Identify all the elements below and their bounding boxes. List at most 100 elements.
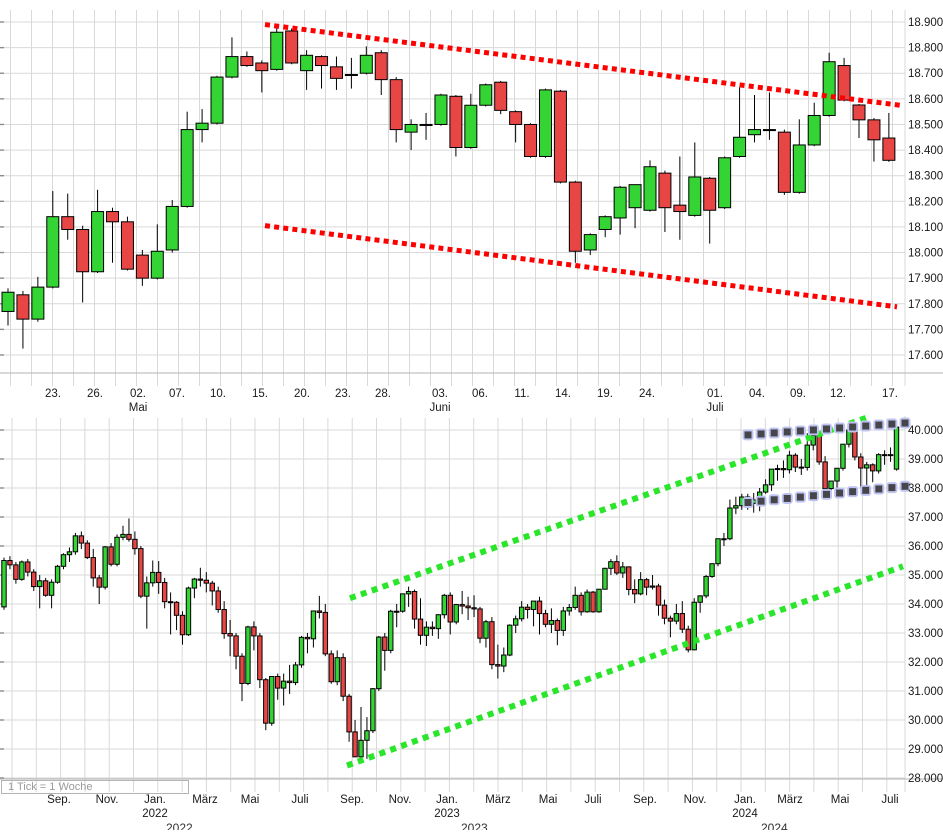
candle[interactable]: [614, 561, 620, 574]
candle[interactable]: [66, 551, 73, 556]
candle[interactable]: [310, 610, 317, 640]
candle[interactable]: [156, 571, 162, 584]
candle[interactable]: [703, 575, 709, 597]
candle[interactable]: [102, 546, 108, 588]
candle[interactable]: [560, 610, 566, 631]
candle[interactable]: [31, 571, 37, 588]
candle[interactable]: [718, 157, 732, 209]
candle[interactable]: [679, 613, 685, 630]
candle[interactable]: [465, 605, 471, 609]
candle[interactable]: [626, 566, 632, 591]
candle[interactable]: [882, 137, 896, 161]
candle[interactable]: [453, 604, 459, 623]
candle[interactable]: [225, 56, 239, 78]
candle[interactable]: [346, 695, 352, 733]
candle[interactable]: [441, 594, 448, 616]
candle[interactable]: [13, 564, 19, 580]
candle[interactable]: [620, 566, 626, 574]
candle[interactable]: [417, 618, 424, 636]
candle[interactable]: [667, 617, 674, 622]
candle[interactable]: [42, 580, 49, 596]
candle[interactable]: [197, 578, 204, 581]
candle[interactable]: [91, 211, 105, 273]
candle[interactable]: [530, 600, 537, 611]
candle[interactable]: [1, 291, 15, 312]
flag-channel-lower-line[interactable]: [742, 480, 911, 508]
candle[interactable]: [203, 579, 210, 584]
candle[interactable]: [494, 81, 508, 111]
candle[interactable]: [598, 216, 612, 230]
candle[interactable]: [875, 454, 882, 472]
flag-channel-upper-line[interactable]: [742, 417, 911, 441]
candle[interactable]: [298, 636, 305, 666]
candle[interactable]: [807, 114, 821, 146]
candle[interactable]: [1, 560, 7, 608]
candle[interactable]: [774, 468, 781, 471]
candle[interactable]: [509, 111, 523, 125]
candle[interactable]: [513, 618, 519, 626]
candle[interactable]: [292, 664, 299, 684]
candle[interactable]: [388, 610, 394, 651]
candle[interactable]: [240, 56, 254, 67]
candle[interactable]: [138, 548, 144, 597]
candle[interactable]: [37, 580, 43, 588]
candle[interactable]: [46, 216, 60, 288]
candle[interactable]: [643, 579, 650, 588]
candle[interactable]: [479, 84, 493, 106]
candle[interactable]: [536, 600, 543, 615]
candle[interactable]: [245, 626, 251, 684]
candle[interactable]: [7, 560, 13, 566]
candle[interactable]: [501, 654, 507, 667]
candle[interactable]: [489, 621, 495, 666]
candle[interactable]: [837, 65, 851, 101]
rising-channel-lower-line[interactable]: [345, 563, 905, 769]
candle[interactable]: [721, 538, 727, 541]
candle[interactable]: [703, 177, 717, 211]
candle[interactable]: [867, 119, 881, 141]
candle[interactable]: [792, 454, 799, 468]
candle[interactable]: [316, 610, 323, 613]
candle[interactable]: [132, 538, 138, 550]
candle[interactable]: [822, 461, 828, 490]
candle[interactable]: [263, 679, 269, 724]
candle[interactable]: [584, 591, 590, 613]
candle[interactable]: [255, 62, 269, 72]
candle[interactable]: [727, 507, 733, 540]
candle[interactable]: [280, 680, 287, 689]
candle[interactable]: [524, 606, 531, 611]
candle[interactable]: [810, 435, 816, 446]
candle[interactable]: [394, 610, 400, 613]
candle[interactable]: [459, 604, 465, 607]
candle[interactable]: [90, 557, 96, 579]
candle[interactable]: [161, 582, 168, 603]
candle[interactable]: [120, 221, 134, 270]
candle[interactable]: [434, 94, 448, 125]
candle[interactable]: [852, 104, 866, 121]
candle[interactable]: [405, 591, 412, 595]
candle[interactable]: [404, 123, 418, 133]
candle[interactable]: [135, 254, 149, 279]
candle[interactable]: [643, 166, 657, 211]
candle[interactable]: [54, 565, 61, 583]
candle[interactable]: [661, 604, 668, 619]
candle[interactable]: [399, 593, 406, 612]
candle[interactable]: [804, 444, 810, 468]
candle[interactable]: [411, 591, 418, 620]
candle[interactable]: [374, 52, 388, 81]
candle[interactable]: [613, 186, 627, 219]
candle[interactable]: [483, 621, 489, 639]
candle[interactable]: [315, 56, 329, 67]
candle[interactable]: [60, 554, 67, 567]
candle[interactable]: [286, 680, 293, 684]
candle[interactable]: [822, 61, 836, 116]
candle[interactable]: [477, 608, 483, 639]
candle[interactable]: [733, 505, 739, 509]
candle[interactable]: [870, 464, 876, 472]
candle[interactable]: [180, 129, 194, 207]
candle[interactable]: [251, 626, 257, 637]
candle[interactable]: [447, 594, 453, 623]
candle[interactable]: [382, 636, 388, 651]
candle[interactable]: [572, 594, 578, 608]
candle[interactable]: [655, 585, 662, 606]
